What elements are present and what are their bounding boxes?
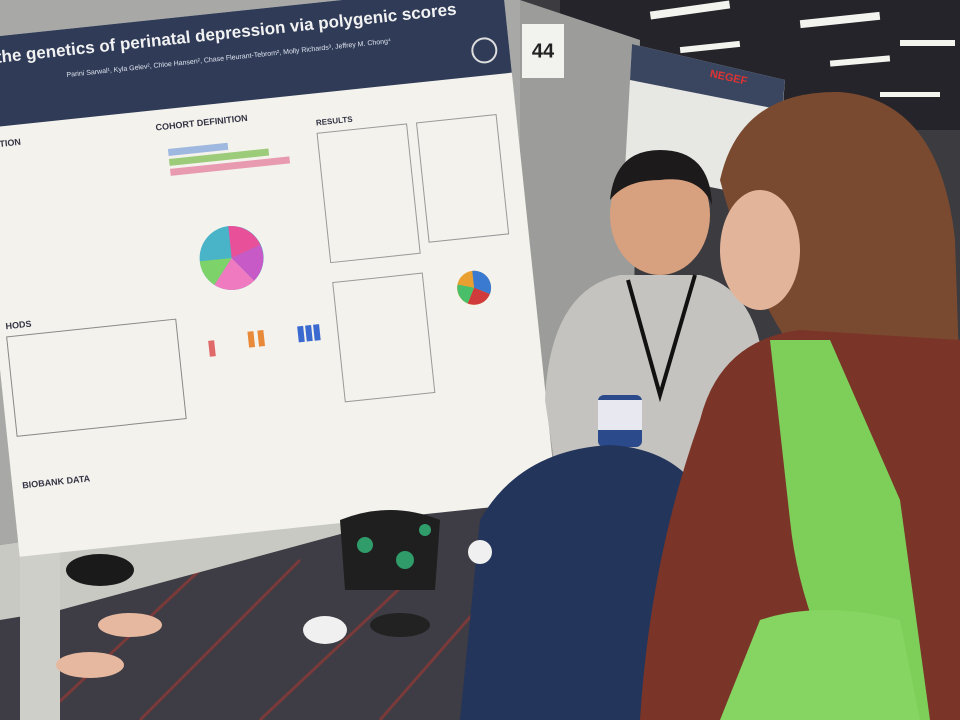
pie-chart: [199, 225, 264, 290]
forest-plot: [332, 272, 436, 403]
background-poster-header: [630, 44, 785, 110]
timeline-bar: [168, 148, 270, 166]
person-hair: [610, 150, 712, 205]
tote-bag: [720, 610, 920, 720]
board-leg: [20, 540, 60, 720]
forest-plot: [415, 113, 510, 243]
shoe: [468, 540, 492, 564]
skirt-pattern: [357, 524, 431, 569]
shoe: [56, 652, 124, 678]
can-label: [598, 400, 642, 430]
person-icon: [208, 340, 216, 357]
forest-plot: [316, 123, 421, 264]
board-number-card: [522, 24, 564, 78]
timeline-bar: [167, 142, 229, 156]
section-header: UCTION: [0, 137, 21, 151]
person-face: [720, 190, 800, 310]
section-header: HODS: [5, 319, 32, 332]
shoe: [98, 613, 162, 637]
people-icons: [297, 324, 321, 343]
pie-chart-small: [457, 270, 492, 305]
timeline-bar: [169, 156, 291, 176]
shoe: [303, 616, 347, 644]
ceiling-lights: [649, 0, 955, 97]
board-number: 44: [532, 40, 555, 62]
poster-logo: [471, 37, 498, 64]
section-header: RESULTS: [316, 115, 354, 128]
skirt: [340, 510, 440, 590]
methods-table: [6, 318, 187, 437]
people-icons: [247, 330, 266, 348]
person-hair: [720, 91, 960, 391]
lanyard: [626, 274, 697, 403]
poster: the genetics of perinatal depression via…: [0, 0, 557, 557]
poster-header: [0, 0, 512, 130]
person-head: [610, 155, 710, 275]
shoe: [370, 613, 430, 637]
tape-dispenser: [66, 554, 134, 586]
